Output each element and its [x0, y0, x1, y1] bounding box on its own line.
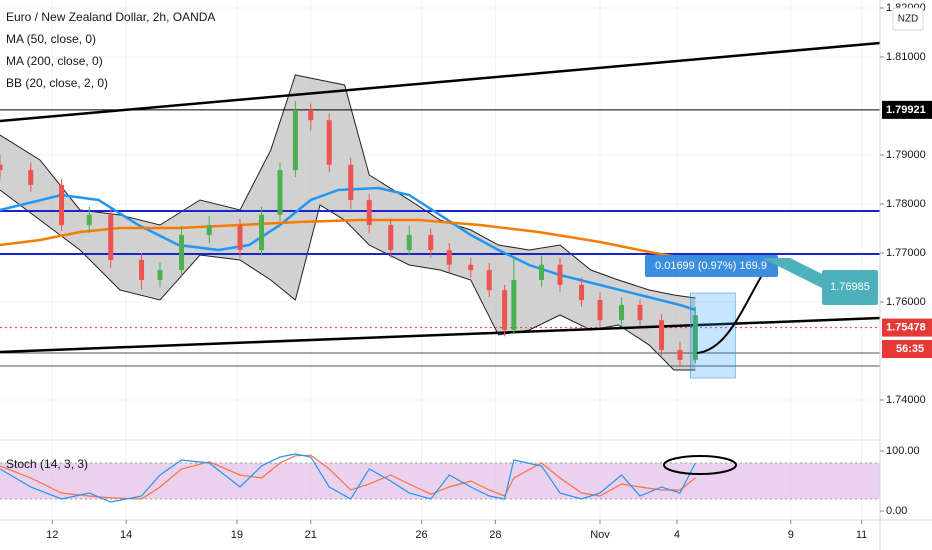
stoch-annotation — [663, 455, 737, 475]
y-tick-label: 1.79000 — [886, 149, 926, 161]
candle-body — [237, 225, 243, 251]
x-tick-label: 14 — [120, 529, 132, 541]
x-tick-label: 19 — [231, 529, 243, 541]
x-tick-label: 4 — [674, 529, 680, 541]
ma-line — [0, 186, 696, 312]
currency: NZD — [898, 14, 919, 25]
legend-entry: MA (50, close, 0) — [6, 32, 96, 46]
candle-body — [468, 264, 474, 271]
candle-body — [179, 234, 185, 271]
candle-body — [348, 164, 354, 201]
price-label: 1.75478 — [886, 321, 926, 333]
candle-body — [86, 214, 92, 226]
candle-body — [59, 184, 65, 226]
candle-body — [597, 300, 603, 321]
y-tick-label: 1.76000 — [886, 296, 926, 308]
candle-body — [502, 290, 508, 330]
candle-body — [108, 214, 114, 260]
x-tick-label: 28 — [489, 529, 501, 541]
candle-body — [637, 304, 643, 321]
candle-body — [308, 109, 314, 121]
x-tick-label: 11 — [856, 529, 867, 541]
callout-label: 1.76985 — [830, 281, 870, 293]
legend-entry: Stoch (14, 3, 3) — [6, 457, 88, 471]
countdown-bg — [882, 340, 932, 358]
stoch-line — [0, 454, 696, 500]
price-axis — [880, 0, 932, 550]
y-tick-label: 1.74000 — [886, 394, 926, 406]
x-tick-label: 9 — [788, 529, 794, 541]
x-tick-label: 26 — [415, 529, 427, 541]
candle-body — [206, 225, 212, 235]
candle-body — [157, 270, 163, 280]
candle-body — [139, 259, 145, 280]
candle-body — [659, 320, 665, 351]
candle-body — [511, 279, 517, 330]
measure-label-bg — [645, 255, 778, 277]
currency-box — [892, 7, 924, 31]
countdown: 56:35 — [896, 343, 924, 355]
candle-body — [557, 264, 563, 285]
candle-body — [28, 170, 34, 185]
y-tick-label: 1.78000 — [886, 198, 926, 210]
x-tick-label: Nov — [590, 529, 610, 541]
candle-body — [677, 350, 683, 360]
candle-body — [579, 284, 585, 301]
price-label-bg — [882, 318, 932, 337]
y-tick-label: 1.77000 — [886, 247, 926, 259]
candle-body — [259, 214, 265, 251]
candle-body — [619, 304, 625, 321]
candle-body — [277, 170, 283, 215]
legend-entry: BB (20, close, 2, 0) — [6, 76, 108, 90]
candle-body — [388, 225, 394, 251]
candle-body — [539, 264, 545, 280]
price-label-bg — [882, 100, 932, 119]
stoch-line — [0, 453, 696, 503]
candle-body — [326, 120, 332, 165]
candle-body — [406, 234, 412, 251]
x-tick-label: 12 — [46, 529, 58, 541]
candle-body — [428, 234, 434, 251]
candle-body — [692, 315, 698, 360]
candle-body — [292, 109, 298, 171]
y-tick-label: 1.81000 — [886, 51, 926, 63]
legend-entry: MA (200, close, 0) — [6, 54, 103, 68]
candle-body — [446, 250, 452, 265]
trend-line — [0, 41, 881, 123]
y-tick-label: 100.00 — [886, 445, 920, 457]
y-tick-label: 0.00 — [886, 505, 907, 517]
candle-body — [366, 200, 372, 226]
bb-upper — [0, 74, 696, 299]
callout-box — [822, 270, 878, 305]
callout-tail — [762, 258, 826, 290]
x-tick-label: 21 — [305, 529, 317, 541]
stoch-band — [0, 462, 880, 499]
candle-body — [486, 270, 492, 291]
price-label: 1.79921 — [886, 104, 926, 116]
ma-line — [0, 218, 696, 262]
chart-title: Euro / New Zealand Dollar, 2h, OANDA — [6, 10, 215, 24]
candle-body — [0, 164, 3, 171]
measure-box — [690, 292, 736, 379]
measure-label: 0.01699 (0.97%) 169.9 — [655, 260, 767, 272]
